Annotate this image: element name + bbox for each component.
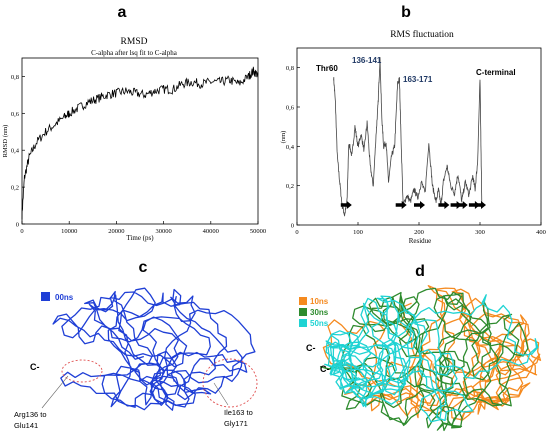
panel-b-arrows xyxy=(340,201,486,209)
panel-d-legend-50ns: 50ns xyxy=(310,319,329,328)
panel-a-series-line xyxy=(21,66,259,220)
x-tick-label: 40000 xyxy=(203,228,219,235)
y-tick-label: 0,6 xyxy=(286,105,295,112)
x-tick-label: 100 xyxy=(353,229,363,236)
panel-a-subtitle: C-alpha after lsq fit to C-alpha xyxy=(91,49,178,57)
y-tick-label: 0,4 xyxy=(286,144,295,151)
panel-d: d 10ns 30ns 50ns C- C- xyxy=(299,263,542,432)
y-tick-label: 0,6 xyxy=(11,111,20,118)
x-tick-label: 200 xyxy=(414,229,424,236)
panel-b-ylabel: (nm) xyxy=(280,131,287,144)
x-tick-label: 20000 xyxy=(108,228,124,235)
panel-b-series-line xyxy=(333,57,483,217)
region-circle-ile163 xyxy=(202,358,258,408)
panel-c-letter: c xyxy=(139,259,148,276)
beta-strand-arrow xyxy=(414,201,425,209)
y-tick-label: 0,2 xyxy=(11,185,19,192)
panel-a-xlabel: Time (ps) xyxy=(126,234,154,242)
annotation-163-171: 163-171 xyxy=(403,75,433,84)
annotation-136-141: 136-141 xyxy=(352,56,382,65)
beta-strand-arrow xyxy=(395,201,407,209)
region-circle-arg136 xyxy=(61,359,103,383)
panel-d-legend-10ns: 10ns xyxy=(310,297,329,306)
panel-d-legend-30ns: 30ns xyxy=(310,308,329,317)
y-tick-label: 0,8 xyxy=(11,74,19,81)
panel-d-c-terminus-label-2: C- xyxy=(320,364,330,374)
annotation-c-terminal: C-terminal xyxy=(476,68,516,77)
panel-c-legend-swatch xyxy=(41,292,50,301)
beta-strand-arrow xyxy=(340,201,352,209)
beta-strand-arrow xyxy=(468,201,480,209)
panel-d-trace-50ns xyxy=(324,294,539,423)
x-tick-label: 0 xyxy=(295,229,298,236)
panel-d-legend-swatch-10ns xyxy=(299,297,307,305)
panel-a-letter: a xyxy=(118,4,127,21)
panel-b-xlabel: Residue xyxy=(409,237,432,245)
x-tick-label: 30000 xyxy=(155,228,171,235)
panel-c-backbone-trace xyxy=(52,287,256,411)
x-tick-label: 10000 xyxy=(61,228,77,235)
pointer-ile163 xyxy=(213,382,229,406)
panel-c-c-terminus-label: C- xyxy=(30,362,40,372)
label-arg136-line1: Arg136 to xyxy=(14,410,47,419)
panel-a-title: RMSD xyxy=(121,37,148,47)
label-ile163-line2: Gly171 xyxy=(224,419,248,428)
panel-d-c-terminus-label-1: C- xyxy=(306,343,316,353)
y-tick-label: 0,4 xyxy=(11,148,20,155)
panel-a: a RMSD C-alpha after lsq fit to C-alpha … xyxy=(2,4,266,242)
panel-c-legend-label: 00ns xyxy=(55,293,74,302)
panel-c: c 00ns C- Arg136 to Glu141 Ile163 to Gly… xyxy=(14,259,258,430)
panel-a-x-ticks: 0 10000 20000 30000 40000 50000 xyxy=(20,221,266,235)
panel-a-plot-frame xyxy=(21,57,259,225)
panel-b-y-ticks: 0 0,2 0,4 0,6 0,8 xyxy=(286,65,300,230)
panel-b: b RMS fluctuation 0 0,2 0,4 0,6 0,8 0 100 200 3… xyxy=(280,4,546,245)
panel-b-x-ticks: 0 100 200 300 400 xyxy=(295,222,546,236)
beta-strand-arrow xyxy=(475,201,486,209)
panel-b-title: RMS fluctuation xyxy=(390,29,454,40)
panel-a-ylabel: RMSD (nm) xyxy=(2,125,9,158)
x-tick-label: 300 xyxy=(475,229,485,236)
y-tick-label: 0,2 xyxy=(286,183,294,190)
beta-strand-arrow xyxy=(438,201,450,209)
panel-a-y-ticks: 0 0,2 0,4 0,6 0,8 xyxy=(11,74,25,229)
panel-d-letter: d xyxy=(415,263,425,280)
y-tick-label: 0 xyxy=(291,223,294,230)
x-tick-label: 400 xyxy=(536,229,546,236)
annotation-thr60: Thr60 xyxy=(316,64,338,73)
x-tick-label: 0 xyxy=(20,228,23,235)
x-tick-label: 50000 xyxy=(250,228,266,235)
pointer-arg136 xyxy=(41,375,69,409)
beta-strand-arrow xyxy=(456,201,468,209)
label-arg136-line2: Glu141 xyxy=(14,421,38,430)
y-tick-label: 0 xyxy=(16,222,19,229)
panel-b-letter: b xyxy=(401,4,411,21)
beta-strand-arrow xyxy=(450,201,462,209)
y-tick-label: 0,8 xyxy=(286,65,294,72)
panel-d-legend-swatch-50ns xyxy=(299,319,307,327)
panel-d-legend-swatch-30ns xyxy=(299,308,307,316)
label-ile163-line1: Ile163 to xyxy=(224,408,253,417)
